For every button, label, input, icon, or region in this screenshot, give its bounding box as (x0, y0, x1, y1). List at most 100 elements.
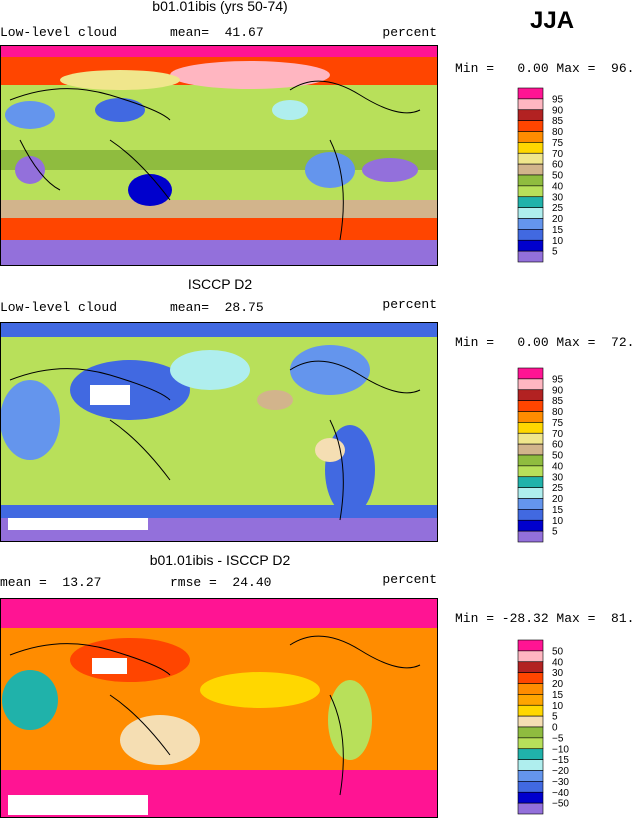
panel-right: percent (382, 25, 437, 40)
colorbar-box (517, 207, 544, 219)
panel-title: b01.01ibis - ISCCP D2 (150, 552, 291, 568)
colorbar-box (517, 98, 544, 111)
colorbar-label: 50 (552, 646, 564, 657)
colorbar-box (517, 229, 544, 241)
panel-center: mean= 41.67 (170, 25, 264, 40)
colorbar-label: 80 (552, 127, 564, 138)
colorbar-label: 25 (552, 483, 564, 494)
colorbar-box (517, 726, 544, 739)
min-max: Min = 0.00 Max = 96.95 (455, 61, 633, 76)
colorbar-label: 75 (552, 418, 564, 429)
colorbar-label: 30 (552, 192, 564, 203)
colorbar-label: 10 (552, 516, 564, 527)
map (0, 45, 438, 266)
colorbar-label: 40 (552, 181, 564, 192)
colorbar-box (517, 185, 544, 198)
season: JJA (530, 7, 574, 34)
colorbar-label: 70 (552, 149, 564, 160)
colorbar-box (517, 770, 544, 782)
colorbar-label: 5 (552, 527, 558, 538)
colorbar-label: 20 (552, 214, 564, 225)
colorbar-box (517, 400, 544, 412)
colorbar-box (517, 802, 544, 815)
colorbar-box (517, 443, 544, 456)
colorbar-label: 40 (552, 657, 564, 668)
colorbar-label: 15 (552, 690, 564, 701)
colorbar-label: 90 (552, 385, 564, 396)
colorbar-label: −30 (552, 777, 569, 788)
colorbar-label: 70 (552, 429, 564, 440)
colorbar-label: 90 (552, 105, 564, 116)
colorbar-label: 10 (552, 236, 564, 247)
colorbar-box (517, 683, 544, 695)
colorbar-box (517, 704, 544, 717)
colorbar-box (517, 142, 544, 154)
colorbar-box (517, 131, 544, 143)
colorbar-label: 15 (552, 505, 564, 516)
colorbar-box (517, 120, 544, 132)
colorbar-label: 60 (552, 440, 564, 451)
colorbar-box (517, 465, 544, 478)
colorbar-label: 30 (552, 668, 564, 679)
colorbar-box (517, 196, 544, 208)
colorbar-box (517, 218, 544, 230)
panel-center: rmse = 24.40 (170, 575, 271, 590)
colorbar-label: 95 (552, 94, 564, 105)
colorbar-box (517, 650, 544, 663)
colorbar-box (517, 530, 544, 543)
colorbar-label: 95 (552, 374, 564, 385)
panel-title: ISCCP D2 (188, 276, 253, 292)
colorbar-box (517, 759, 544, 771)
colorbar-box (517, 476, 544, 488)
colorbar-label: 10 (552, 701, 564, 712)
colorbar-label: 25 (552, 203, 564, 214)
colorbar-label: 20 (552, 679, 564, 690)
colorbar-label: −40 (552, 788, 569, 799)
map (0, 322, 438, 542)
min-max: Min = -28.32 Max = 81.27 (455, 611, 633, 626)
colorbar-label: 20 (552, 494, 564, 505)
colorbar-box (517, 239, 544, 252)
colorbar-label: 75 (552, 138, 564, 149)
colorbar-box (517, 737, 544, 750)
colorbar-box (517, 781, 544, 793)
colorbar-box (517, 498, 544, 510)
colorbar-label: −20 (552, 766, 569, 777)
colorbar-label: −10 (552, 744, 569, 755)
min-max: Min = 0.00 Max = 72.34 (455, 335, 633, 350)
colorbar-label: −50 (552, 799, 569, 810)
colorbar-box (517, 367, 544, 380)
colorbar-label: −15 (552, 755, 569, 766)
colorbar-label: 15 (552, 225, 564, 236)
colorbar-label: 5 (552, 712, 558, 723)
colorbar-label: −5 (552, 733, 564, 744)
colorbar-box (517, 715, 544, 728)
colorbar-box (517, 422, 544, 434)
colorbar-label: 85 (552, 116, 564, 127)
colorbar-box (517, 519, 544, 532)
colorbar-box (517, 672, 544, 684)
panel-left: Low-level cloud (0, 25, 117, 40)
colorbar-box (517, 487, 544, 499)
colorbar-label: 80 (552, 407, 564, 418)
panel-center: mean= 28.75 (170, 300, 264, 315)
colorbar-box (517, 694, 544, 706)
colorbar-box (517, 411, 544, 423)
colorbar-box (517, 454, 544, 467)
colorbar-box (517, 87, 544, 100)
colorbar-label: 50 (552, 451, 564, 462)
colorbar-box (517, 250, 544, 263)
colorbar-box (517, 378, 544, 391)
panel-right: percent (382, 572, 437, 587)
colorbar-label: 60 (552, 160, 564, 171)
colorbar-label: 5 (552, 247, 558, 258)
colorbar-label: 0 (552, 723, 558, 734)
colorbar-label: 30 (552, 472, 564, 483)
colorbar-box (517, 174, 544, 187)
map (0, 598, 438, 818)
colorbar-box (517, 109, 544, 121)
colorbar-box (517, 163, 544, 176)
colorbar-box (517, 748, 544, 760)
panel-right: percent (382, 297, 437, 312)
